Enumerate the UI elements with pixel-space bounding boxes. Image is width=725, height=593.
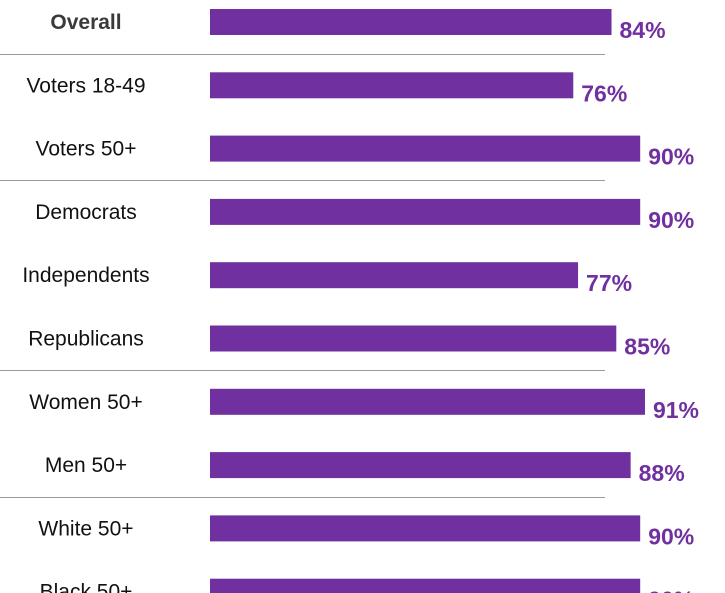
value-label-men-50: 88% xyxy=(639,460,685,486)
category-label-republicans: Republicans xyxy=(28,328,144,351)
bar-men-50 xyxy=(210,452,631,479)
value-label-voters-18-49: 76% xyxy=(581,80,627,106)
value-label-white-50: 90% xyxy=(648,523,694,549)
value-label-democrats: 90% xyxy=(648,207,694,233)
bar-democrats xyxy=(210,198,641,225)
category-label-women-50: Women 50+ xyxy=(29,391,142,414)
bar-overall xyxy=(210,9,612,35)
value-label-independents: 77% xyxy=(586,270,632,296)
bar-voters-50 xyxy=(210,135,641,162)
value-label-women-50: 91% xyxy=(653,397,699,423)
category-label-voters-50: Voters 50+ xyxy=(36,138,137,161)
bar-black-50 xyxy=(210,578,641,593)
value-label-overall: 84% xyxy=(620,17,666,43)
bar-voters-18-49 xyxy=(210,72,574,99)
category-label-men-50: Men 50+ xyxy=(45,454,127,477)
value-label-black-50: 90% xyxy=(648,587,694,593)
category-label-independents: Independents xyxy=(22,264,149,287)
bar-independents xyxy=(210,262,579,289)
category-label-black-50: Black 50+ xyxy=(40,581,133,593)
category-label-democrats: Democrats xyxy=(35,201,137,224)
category-label-overall: Overall xyxy=(50,11,121,34)
bar-white-50 xyxy=(210,515,641,542)
bar-women-50 xyxy=(210,388,645,415)
category-label-voters-18-49: Voters 18-49 xyxy=(26,74,145,97)
category-label-white-50: White 50+ xyxy=(38,517,133,540)
value-label-voters-50: 90% xyxy=(648,144,694,170)
value-label-republicans: 85% xyxy=(624,334,670,360)
bar-republicans xyxy=(210,325,617,352)
